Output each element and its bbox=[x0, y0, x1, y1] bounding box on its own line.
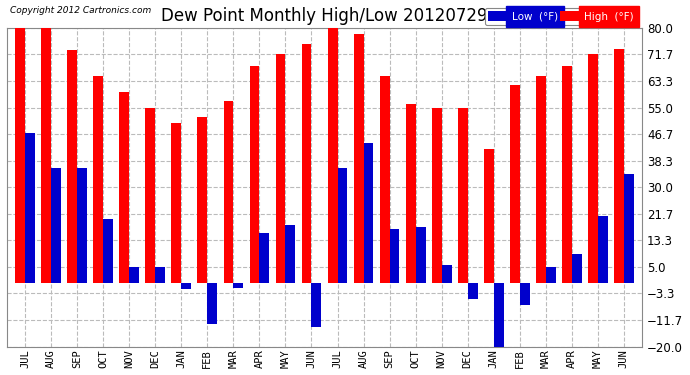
Bar bbox=[25, 133, 35, 283]
Bar bbox=[457, 108, 468, 283]
Bar bbox=[510, 85, 520, 283]
Bar bbox=[432, 108, 442, 283]
Bar bbox=[598, 216, 608, 283]
Bar bbox=[41, 28, 51, 283]
Bar bbox=[275, 54, 286, 283]
Bar bbox=[171, 123, 181, 283]
Bar bbox=[354, 34, 364, 283]
Bar bbox=[442, 265, 451, 283]
Bar bbox=[337, 168, 347, 283]
Bar bbox=[197, 117, 208, 283]
Bar bbox=[468, 283, 477, 299]
Bar bbox=[181, 283, 191, 289]
Bar bbox=[380, 76, 390, 283]
Legend: Low  (°F), High  (°F): Low (°F), High (°F) bbox=[485, 8, 637, 25]
Bar bbox=[224, 101, 233, 283]
Text: Copyright 2012 Cartronics.com: Copyright 2012 Cartronics.com bbox=[10, 6, 151, 15]
Bar bbox=[484, 149, 494, 283]
Bar bbox=[624, 174, 633, 283]
Bar bbox=[250, 66, 259, 283]
Bar bbox=[93, 76, 104, 283]
Bar bbox=[286, 225, 295, 283]
Bar bbox=[155, 267, 165, 283]
Bar bbox=[259, 233, 269, 283]
Bar bbox=[328, 21, 337, 283]
Bar bbox=[15, 28, 25, 283]
Bar bbox=[390, 229, 400, 283]
Bar bbox=[119, 92, 129, 283]
Bar bbox=[68, 50, 77, 283]
Bar bbox=[415, 227, 426, 283]
Bar bbox=[520, 283, 530, 305]
Bar bbox=[311, 283, 322, 327]
Bar bbox=[614, 49, 624, 283]
Bar bbox=[104, 219, 113, 283]
Bar bbox=[572, 254, 582, 283]
Bar bbox=[302, 44, 311, 283]
Bar bbox=[546, 267, 555, 283]
Bar bbox=[129, 267, 139, 283]
Bar bbox=[536, 76, 546, 283]
Bar bbox=[588, 54, 598, 283]
Bar bbox=[51, 168, 61, 283]
Bar bbox=[406, 104, 415, 283]
Bar bbox=[77, 168, 87, 283]
Bar bbox=[233, 283, 244, 288]
Bar bbox=[494, 283, 504, 346]
Bar bbox=[146, 108, 155, 283]
Bar bbox=[364, 142, 373, 283]
Bar bbox=[562, 66, 572, 283]
Title: Dew Point Monthly High/Low 20120729: Dew Point Monthly High/Low 20120729 bbox=[161, 7, 488, 25]
Bar bbox=[208, 283, 217, 324]
